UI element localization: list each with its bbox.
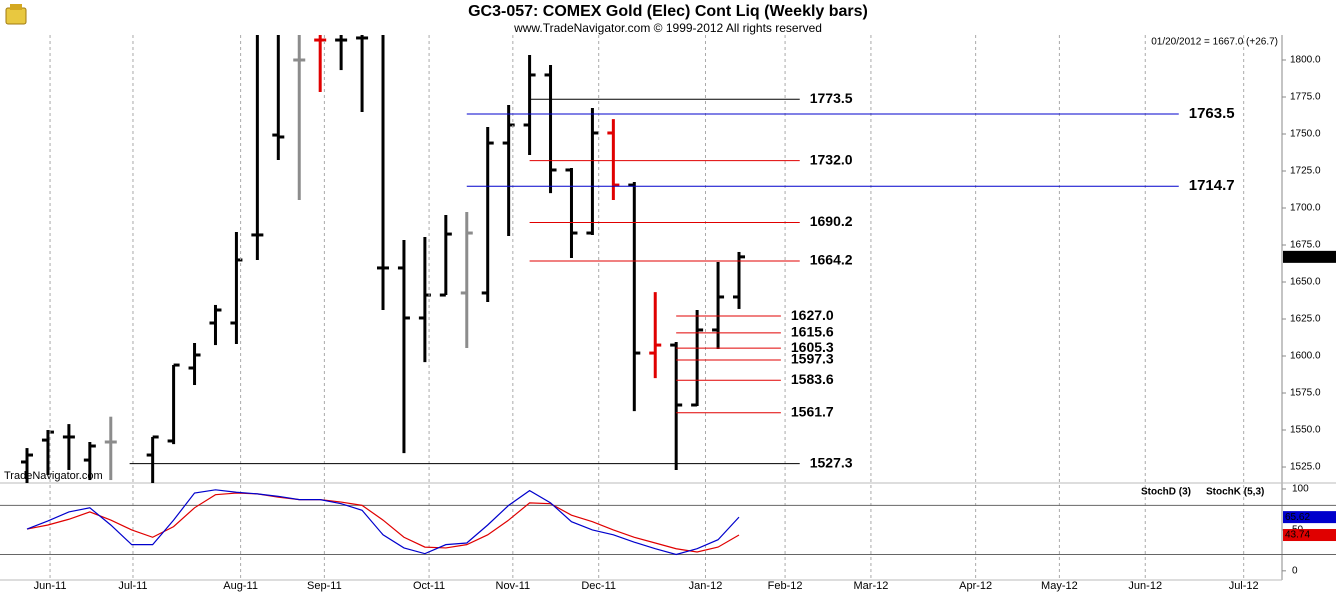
legend-entry: StochD (3) — [1141, 487, 1191, 498]
stoch-line — [26, 492, 740, 553]
level-label: 1561.7 — [791, 403, 834, 419]
y-tick-label: 0 — [1292, 565, 1298, 576]
stoch-line — [26, 489, 740, 556]
y-tick-label: 1800.0 — [1290, 55, 1321, 66]
value-tag — [1283, 511, 1336, 524]
y-tick-label: 100 — [1292, 484, 1309, 495]
legend-entry: StochK (5,3) — [1206, 487, 1264, 498]
x-tick-label: Jun-11 — [34, 580, 67, 592]
price-panel — [21, 35, 746, 483]
subtitle: www.TradeNavigator.com © 1999-2012 All r… — [513, 21, 822, 35]
value-tag — [1283, 529, 1336, 542]
level-label: 1605.3 — [791, 339, 834, 355]
level-label: 1527.3 — [810, 454, 853, 470]
x-tick-label: Mar-12 — [854, 580, 889, 592]
chart-title: GC3-057: COMEX Gold (Elec) Cont Liq (Wee… — [468, 3, 868, 20]
y-tick-label: 1675.0 — [1290, 240, 1321, 251]
value-tag-label: 65.62 — [1285, 512, 1310, 523]
level-label: 1664.2 — [810, 252, 853, 268]
level-label: 1615.6 — [791, 324, 834, 340]
x-tick-label: Aug-11 — [223, 580, 258, 592]
x-tick-label: Nov-11 — [496, 580, 531, 592]
y-tick-label: 1550.0 — [1290, 425, 1321, 436]
x-tick-label: Jun-12 — [1128, 580, 1162, 592]
level-label: 1690.2 — [810, 213, 853, 229]
logo — [5, 4, 27, 25]
y-tick-label: 1625.0 — [1290, 314, 1321, 325]
level-label: 1763.5 — [1189, 105, 1235, 122]
y-tick-label: 1750.0 — [1290, 129, 1321, 140]
y-tick-label: 1600.0 — [1290, 351, 1321, 362]
y-tick-label: 1575.0 — [1290, 388, 1321, 399]
y-tick-label: 1650.0 — [1290, 277, 1321, 288]
x-tick-label: Feb-12 — [768, 580, 803, 592]
x-tick-label: Dec-11 — [581, 580, 616, 592]
y-tick-label: 1700.0 — [1290, 203, 1321, 214]
x-tick-label: May-12 — [1041, 580, 1078, 592]
level-label: 1714.7 — [1189, 177, 1235, 194]
level-label: 1597.3 — [791, 351, 834, 367]
x-tick-label: Jul-11 — [118, 580, 147, 592]
value-tag-label: 43.74 — [1285, 530, 1310, 541]
x-tick-label: Sep-11 — [307, 580, 342, 592]
level-label: 1627.0 — [791, 307, 834, 323]
price-tag-label: 1667.0 — [1285, 251, 1316, 262]
x-tick-label: Apr-12 — [959, 580, 992, 592]
y-tick-label: 1725.0 — [1290, 166, 1321, 177]
level-label: 1583.6 — [791, 371, 834, 387]
y-tick-label: 1775.0 — [1290, 92, 1321, 103]
x-tick-label: Jan-12 — [689, 580, 723, 592]
x-tick-label: Jul-12 — [1229, 580, 1259, 592]
watermark: TradeNavigator.com — [4, 470, 103, 482]
level-label: 1732.0 — [810, 151, 853, 167]
annotation: 01/20/2012 = 1667.0 (+26.7) — [1151, 37, 1278, 48]
x-tick-label: Oct-11 — [413, 580, 445, 592]
price-tag — [1283, 250, 1336, 263]
level-label: 1773.5 — [810, 90, 853, 106]
y-tick-label: 1525.0 — [1290, 462, 1321, 473]
